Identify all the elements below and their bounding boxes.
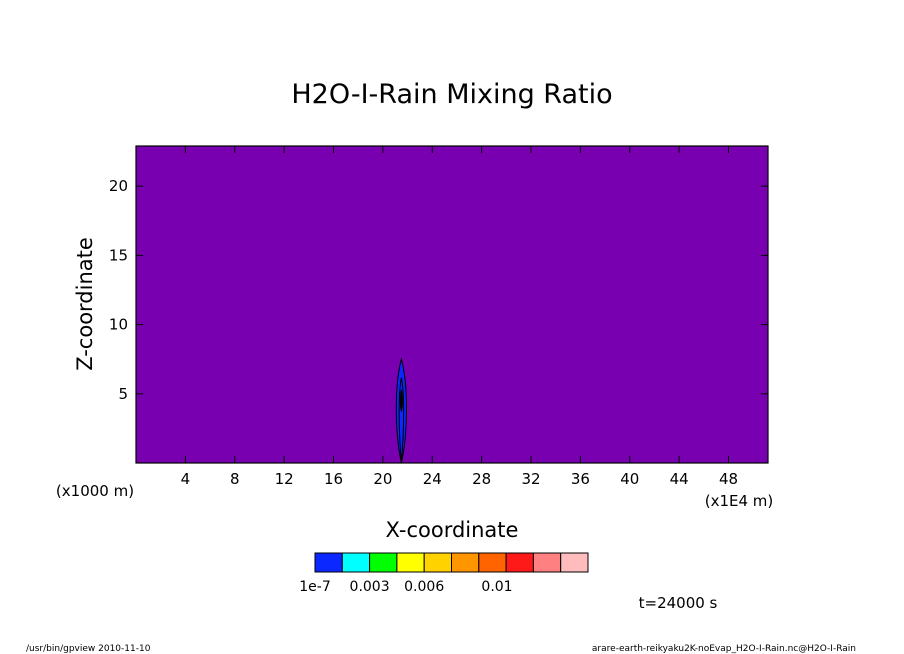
colorbar-label: 0.01 xyxy=(481,579,512,595)
chart-title: H2O-I-Rain Mixing Ratio xyxy=(291,79,612,110)
y-tick-label: 10 xyxy=(109,316,128,334)
x-tick-labels: 4 8 12 16 20 24 28 32 36 40 44 48 xyxy=(181,470,738,488)
colorbar-cell xyxy=(423,552,452,573)
y-unit-label: (x1000 m) xyxy=(56,482,134,500)
tick-marks xyxy=(136,146,768,463)
x-tick-label: 16 xyxy=(324,470,343,488)
colorbar-cell xyxy=(369,552,398,573)
colorbar-cell xyxy=(314,552,343,573)
y-tick-labels: 5 10 15 20 xyxy=(109,177,128,403)
footer-right: arare-earth-reikyaku2K-noEvap_H2O-I-Rain… xyxy=(592,644,856,654)
colorbar-cell xyxy=(341,552,371,573)
colorbar-cell xyxy=(505,552,534,573)
footer-left: /usr/bin/gpview 2010-11-10 xyxy=(26,644,151,654)
colorbar-cell xyxy=(396,552,425,573)
colorbar-label: 1e-7 xyxy=(299,579,330,595)
feature-core xyxy=(399,389,403,412)
x-tick-label: 40 xyxy=(620,470,639,488)
x-axis-title: X-coordinate xyxy=(386,518,519,542)
x-tick-label: 12 xyxy=(275,470,294,488)
plot-background xyxy=(136,146,768,463)
colorbar-label: 0.003 xyxy=(350,579,390,595)
colorbar-cell xyxy=(478,552,507,573)
colorbar-cell xyxy=(560,552,589,573)
y-axis-title: Z-coordinate xyxy=(73,237,97,371)
x-tick-label: 32 xyxy=(521,470,540,488)
colorbar-cell xyxy=(532,552,562,573)
plot-area xyxy=(135,145,769,464)
colorbar-labels: 1e-7 0.003 0.006 0.01 xyxy=(299,579,512,595)
x-tick-label: 36 xyxy=(571,470,590,488)
y-tick-label: 20 xyxy=(109,177,128,195)
plot-frame xyxy=(135,145,769,464)
colorbar-label: 0.006 xyxy=(404,579,444,595)
x-tick-label: 48 xyxy=(719,470,738,488)
colorbar xyxy=(314,552,589,573)
x-unit-label: (x1E4 m) xyxy=(705,492,774,510)
x-tick-label: 24 xyxy=(423,470,442,488)
colorbar-cell xyxy=(450,552,480,573)
y-tick-label: 5 xyxy=(118,385,128,403)
y-tick-label: 15 xyxy=(109,246,128,264)
x-tick-label: 44 xyxy=(670,470,689,488)
x-tick-label: 28 xyxy=(472,470,491,488)
x-tick-label: 20 xyxy=(373,470,392,488)
x-tick-label: 4 xyxy=(181,470,191,488)
time-label: t=24000 s xyxy=(639,594,718,612)
x-tick-label: 8 xyxy=(230,470,240,488)
